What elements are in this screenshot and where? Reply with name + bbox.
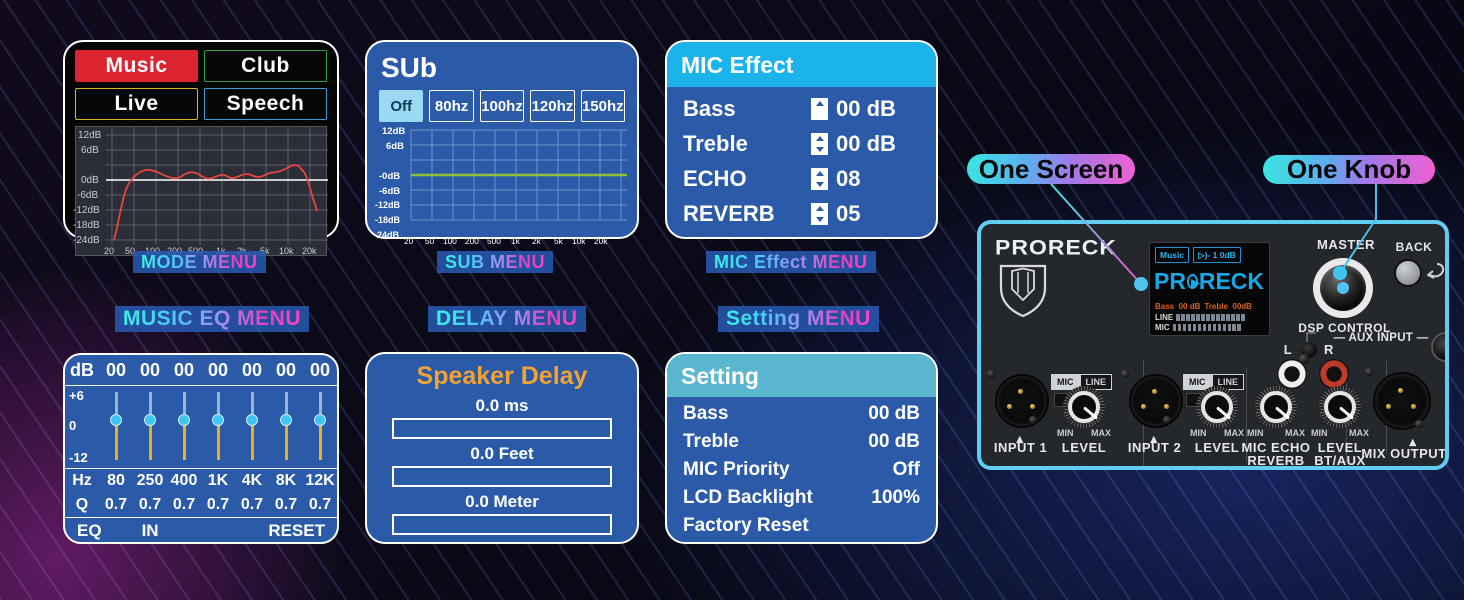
svg-text:20: 20 [104, 246, 114, 256]
svg-text:10k: 10k [572, 236, 586, 246]
svg-text:0dB: 0dB [81, 175, 99, 186]
svg-text:100: 100 [443, 236, 457, 246]
svg-text:10k: 10k [279, 246, 294, 256]
svg-text:-24dB: -24dB [73, 235, 100, 246]
svg-text:20k: 20k [302, 246, 317, 256]
svg-text:-24dB: -24dB [374, 230, 400, 240]
svg-text:12dB: 12dB [78, 130, 102, 141]
svg-text:-0dB: -0dB [379, 171, 400, 182]
svg-text:5k: 5k [554, 236, 564, 246]
svg-text:-18dB: -18dB [73, 220, 100, 231]
svg-text:20k: 20k [594, 236, 608, 246]
svg-text:200: 200 [465, 236, 479, 246]
svg-text:12dB: 12dB [382, 126, 405, 137]
svg-text:6dB: 6dB [386, 141, 404, 152]
svg-text:-18dB: -18dB [375, 215, 401, 225]
svg-text:-6dB: -6dB [379, 186, 400, 197]
svg-text:500: 500 [487, 236, 501, 246]
svg-text:-12dB: -12dB [375, 200, 401, 210]
svg-text:2k: 2k [532, 236, 542, 246]
svg-text:-6dB: -6dB [77, 190, 98, 201]
svg-text:50: 50 [425, 236, 435, 246]
svg-text:6dB: 6dB [81, 145, 99, 156]
svg-text:-12dB: -12dB [73, 205, 100, 216]
svg-text:20: 20 [404, 236, 414, 246]
svg-text:1k: 1k [511, 236, 521, 246]
